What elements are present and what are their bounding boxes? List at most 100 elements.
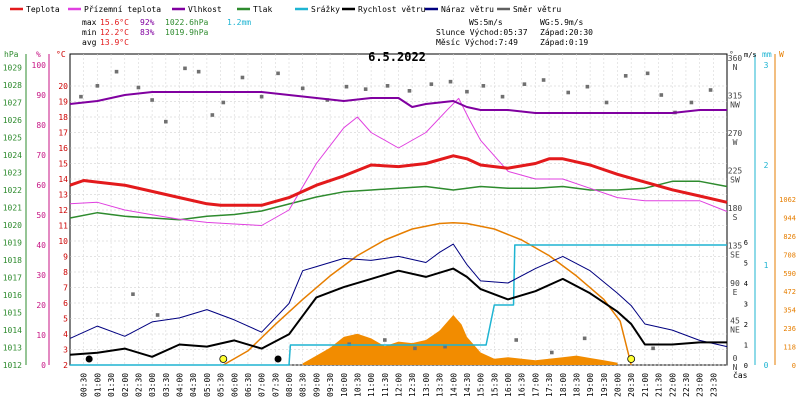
tick-label-degc: 8 — [63, 268, 68, 277]
tick-label-mm: 0 — [764, 361, 769, 370]
tick-label-x: 03:00 — [148, 373, 157, 397]
tick-label-w: 354 — [783, 307, 796, 315]
stats-min-hum: 83% — [140, 28, 155, 37]
tick-label-x: 14:00 — [449, 373, 458, 397]
tick-label-mm: 2 — [764, 161, 769, 170]
tick-label-degc: 20 — [58, 82, 68, 91]
tick-label-w: 590 — [783, 270, 796, 278]
series-wind-direction-point — [210, 113, 215, 117]
tick-label-w: 0 — [792, 362, 796, 370]
tick-label-x: 13:00 — [422, 373, 431, 397]
series-wind-direction-point — [429, 82, 434, 86]
series-wind-direction-point — [645, 71, 650, 76]
tick-label-degc: 14 — [58, 175, 68, 184]
tick-label-pct: 10 — [36, 331, 46, 340]
tick-label-x: 07:00 — [258, 373, 267, 397]
stats-max-temp: 15.6°C — [100, 18, 129, 27]
header: 6.5.2022 max 15.6°C 92% 1022.6hPa 1.2mm … — [82, 18, 593, 64]
tick-label-w: 1062 — [779, 196, 796, 204]
tick-label-ms: 0 — [744, 362, 748, 370]
tick-label-w: 118 — [783, 344, 796, 352]
moon-marker — [85, 355, 93, 363]
tick-label-degc: 2 — [63, 361, 68, 370]
tick-label-degc: 17 — [58, 129, 68, 138]
tick-label-x: 07:30 — [271, 373, 280, 397]
tick-label-dir-compass: SE — [730, 251, 740, 260]
tick-label-x: 19:30 — [600, 373, 609, 397]
tick-label-x: 15:30 — [490, 373, 499, 397]
tick-label-x: 15:00 — [477, 373, 486, 397]
axis-unit-deg: ° — [729, 50, 734, 59]
tick-label-degc: 3 — [63, 346, 68, 355]
tick-label-x: 10:00 — [340, 373, 349, 397]
tick-label-degc: 6 — [63, 299, 68, 308]
series-wind-direction-point — [221, 100, 226, 105]
tick-label-x: 13:30 — [436, 373, 445, 397]
tick-label-hpa: 1023 — [3, 169, 22, 178]
series-wind-direction-point — [196, 69, 201, 74]
series-wind-direction-point — [651, 346, 655, 351]
info-moon-set: Západ:0:19 — [540, 38, 588, 47]
tick-label-x: 09:00 — [312, 373, 321, 397]
tick-label-degc: 15 — [58, 160, 68, 169]
series-solar-theoretical — [222, 222, 632, 366]
series-wind-direction-point — [363, 87, 368, 91]
legend-label: Náraz větru — [441, 5, 494, 14]
tick-label-w: 708 — [783, 251, 796, 259]
tick-label-x: 02:30 — [134, 373, 143, 397]
tick-label-w: 236 — [783, 325, 796, 333]
tick-label-degc: 9 — [63, 253, 68, 262]
series-wind-direction-point — [385, 84, 390, 88]
tick-label-x: 08:30 — [299, 373, 308, 397]
tick-label-hpa: 1012 — [3, 361, 22, 370]
legend-label: Teplota — [26, 5, 60, 14]
series-wind-direction-point — [522, 82, 527, 86]
tick-label-hpa: 1028 — [3, 81, 22, 90]
info-wg: WG:5.9m/s — [540, 18, 584, 27]
tick-label-ms: 1 — [744, 342, 748, 350]
tick-label-x: 21:00 — [641, 373, 650, 397]
tick-label-x: 09:30 — [326, 373, 335, 397]
tick-label-degc: 18 — [58, 113, 68, 122]
tick-label-w: 944 — [783, 214, 796, 222]
tick-label-hpa: 1014 — [3, 326, 22, 335]
series-wind-direction-point — [383, 338, 387, 342]
series-wind-direction-point — [95, 84, 100, 88]
x-axis-label: čas — [733, 370, 748, 380]
tick-label-hpa: 1029 — [3, 64, 22, 73]
series-wind-direction-point — [550, 350, 554, 355]
tick-label-ms: 3 — [744, 301, 748, 309]
tick-label-x: 11:00 — [367, 373, 376, 397]
tick-label-x: 01:00 — [93, 373, 102, 397]
stats-max-rain: 1.2mm — [227, 18, 251, 27]
tick-label-dir: 0 — [733, 354, 738, 363]
info-moon: Měsíc Východ:7:49 — [436, 38, 518, 47]
tick-label-ms: 5 — [744, 260, 748, 268]
series-wind-speed-line — [69, 267, 727, 358]
series-wind-direction-point — [413, 346, 417, 351]
tick-label-x: 08:00 — [285, 373, 294, 397]
tick-label-x: 05:00 — [203, 373, 212, 397]
tick-label-x: 12:00 — [395, 373, 404, 397]
stats-min-press: 1019.9hPa — [165, 28, 209, 37]
tick-label-degc: 12 — [58, 206, 68, 215]
tick-label-hpa: 1017 — [3, 274, 22, 283]
axis-unit-hpa: hPa — [4, 50, 19, 59]
stats-max-hum: 92% — [140, 18, 155, 27]
tick-label-x: 04:30 — [189, 373, 198, 397]
tick-label-x: 16:30 — [518, 373, 527, 397]
series-wind-direction-point — [514, 338, 519, 342]
series-wind-direction-point — [443, 344, 447, 349]
series-wind-direction-point — [344, 84, 349, 89]
series-wind-direction-point — [465, 89, 469, 94]
stats-min-temp: 12.2°C — [100, 28, 129, 37]
sun-marker — [627, 355, 636, 363]
series-solar-area — [302, 315, 618, 365]
tick-label-x: 23:30 — [709, 373, 718, 397]
tick-label-x: 23:00 — [696, 373, 705, 397]
tick-label-x: 14:30 — [463, 373, 472, 397]
tick-label-dir: 90 — [730, 279, 740, 288]
axis-unit-degc: °C — [56, 50, 66, 59]
info-sun: Slunce Východ:05:37 — [436, 28, 528, 37]
